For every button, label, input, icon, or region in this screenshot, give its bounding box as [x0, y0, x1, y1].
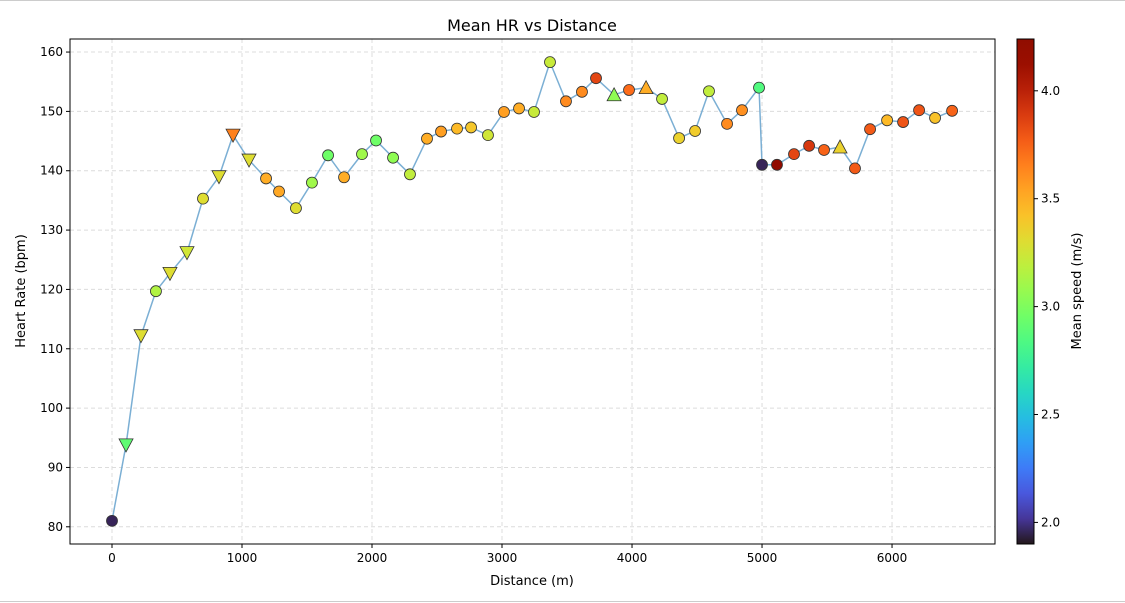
x-axis-label: Distance (m): [490, 574, 574, 589]
y-tick-label: 150: [40, 104, 63, 118]
y-tick-label: 120: [40, 282, 63, 296]
x-tick-label: 4000: [617, 551, 648, 565]
data-point: [498, 106, 510, 118]
colorbar-tick-label: 3.0: [1041, 300, 1060, 314]
data-point: [513, 102, 525, 115]
data-point-triangle-up: [638, 79, 654, 95]
data-point-triangle-down: [118, 438, 134, 453]
data-point: [404, 168, 416, 181]
data-point: [560, 95, 572, 108]
data-point: [421, 132, 433, 145]
data-point: [753, 81, 765, 94]
y-tick-label: 160: [40, 45, 63, 59]
data-point: [913, 104, 925, 117]
data-point: [946, 104, 958, 117]
data-point: [590, 72, 602, 85]
data-point: [849, 162, 861, 175]
chart-title: Mean HR vs Distance: [447, 16, 617, 35]
data-point: [370, 134, 382, 147]
data-point: [290, 202, 302, 215]
data-point-triangle-up: [606, 86, 622, 102]
data-point-triangle-up: [832, 139, 848, 154]
y-axis-label: Heart Rate (bpm): [14, 234, 29, 348]
data-point-triangle-down: [162, 267, 178, 282]
y-tick-label: 90: [48, 460, 63, 474]
data-point: [322, 149, 334, 162]
data-point: [771, 158, 783, 171]
colorbar-tick-label: 2.5: [1041, 408, 1060, 422]
colorbar-tick-label: 3.5: [1041, 192, 1060, 206]
data-point: [306, 176, 318, 189]
data-point: [544, 56, 556, 69]
colorbar-tick-label: 2.0: [1041, 515, 1060, 529]
window-top-border: [0, 0, 1125, 1]
data-point: [387, 151, 399, 164]
data-point: [465, 121, 477, 134]
data-point: [576, 85, 588, 98]
x-tick-label: 3000: [487, 551, 518, 565]
data-point: [929, 112, 941, 124]
colorbar-ticks: 2.0 2.5 3.0 3.5 4.0: [1034, 84, 1060, 529]
y-tick-label: 140: [40, 164, 63, 178]
colorbar-tick-label: 4.0: [1041, 84, 1060, 98]
y-tick-label: 110: [40, 342, 63, 356]
data-point: [356, 148, 368, 161]
data-point: [689, 125, 701, 137]
data-point: [881, 114, 893, 127]
data-point-triangle-down: [211, 170, 227, 185]
data-point: [482, 129, 494, 142]
x-tick-label: 5000: [747, 551, 778, 565]
data-point: [897, 116, 909, 128]
x-tick-label: 2000: [357, 551, 388, 565]
data-point-triangle-down: [225, 128, 241, 143]
data-point: [703, 85, 715, 98]
data-points: [106, 56, 958, 527]
y-tick-label: 130: [40, 223, 63, 237]
x-tick-label: 0: [108, 551, 116, 565]
x-tick-label: 1000: [227, 551, 258, 565]
data-point: [528, 106, 540, 118]
data-point: [721, 117, 733, 130]
data-point: [803, 139, 815, 152]
data-point: [338, 171, 350, 184]
x-tick-label: 6000: [877, 551, 908, 565]
data-point: [451, 122, 463, 135]
y-tick-label: 80: [48, 520, 63, 534]
data-point: [150, 285, 162, 298]
x-axis-ticks: 0 1000 2000 3000 4000 5000 6000: [108, 544, 907, 565]
data-point: [197, 192, 209, 205]
y-tick-label: 100: [40, 401, 63, 415]
data-point: [106, 514, 118, 527]
plot-frame: [69, 38, 996, 545]
data-point: [818, 144, 830, 156]
data-point: [273, 185, 285, 198]
data-point: [788, 148, 800, 161]
data-point: [756, 158, 768, 171]
data-point: [673, 132, 685, 145]
data-point-triangle-down: [133, 329, 149, 344]
y-axis-ticks: 80 90 100 110 120 130 140 150 160: [40, 45, 70, 534]
data-point: [260, 172, 272, 185]
colorbar-label: Mean speed (m/s): [1070, 233, 1085, 350]
data-point: [435, 125, 447, 138]
data-point: [656, 93, 668, 105]
data-point: [623, 84, 635, 96]
data-point: [864, 123, 876, 136]
data-point-triangle-down: [241, 153, 257, 168]
colorbar: [1016, 38, 1035, 545]
window-bottom-border: [0, 601, 1125, 602]
data-point-triangle-down: [179, 246, 195, 261]
data-point: [736, 104, 748, 117]
